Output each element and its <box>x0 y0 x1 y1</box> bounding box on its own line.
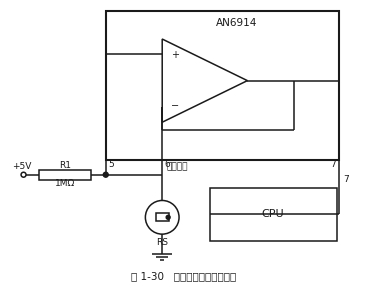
Bar <box>106 11 339 160</box>
Text: AN6914: AN6914 <box>216 18 258 28</box>
Circle shape <box>166 215 170 219</box>
Bar <box>210 188 336 241</box>
Text: CPU: CPU <box>262 209 284 219</box>
Text: RS: RS <box>156 237 168 246</box>
Text: +5V: +5V <box>12 162 31 171</box>
Text: −: − <box>171 101 179 111</box>
Bar <box>39 170 91 180</box>
Text: 基准电压: 基准电压 <box>166 162 188 171</box>
Circle shape <box>103 172 108 177</box>
Bar <box>156 213 169 221</box>
Text: 1MΩ: 1MΩ <box>55 179 75 188</box>
Text: +: + <box>171 50 179 60</box>
Text: R1: R1 <box>59 161 71 170</box>
Text: 6: 6 <box>164 160 170 169</box>
Text: 7: 7 <box>343 175 349 184</box>
Text: 5: 5 <box>108 160 114 169</box>
Text: 图 1-30   湿敏电阻器的应用电路: 图 1-30 湿敏电阻器的应用电路 <box>131 271 237 281</box>
Text: 7: 7 <box>331 160 336 169</box>
